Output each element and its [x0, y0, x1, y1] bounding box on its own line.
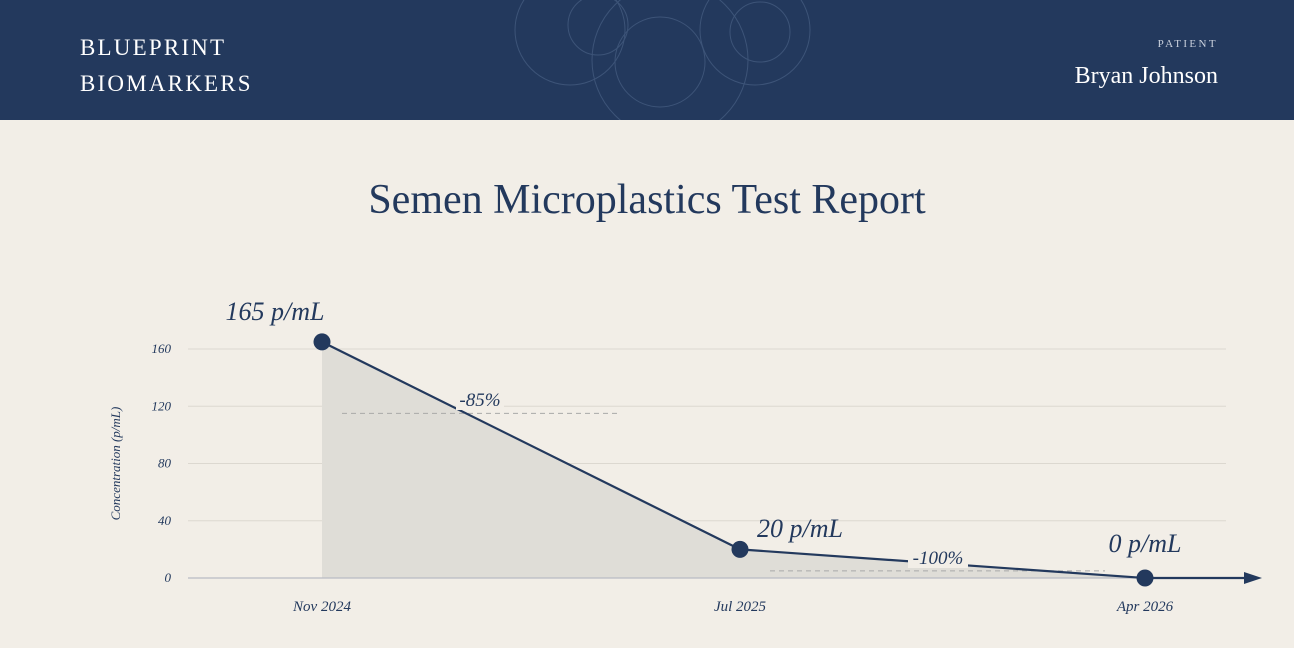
brand-line2: BIOMARKERS — [80, 71, 253, 96]
y-tick-label: 40 — [158, 513, 172, 528]
y-tick-label: 160 — [152, 341, 172, 356]
trend-arrow-head — [1244, 572, 1262, 584]
brand-line1: BLUEPRINT — [80, 35, 227, 60]
data-point — [313, 333, 331, 351]
change-label-bg — [908, 548, 968, 568]
y-tick-label: 0 — [165, 570, 172, 585]
area-fill — [322, 341, 1145, 578]
x-tick-label: Jul 2025 — [714, 599, 767, 615]
data-label: 0 p/mL — [1109, 529, 1182, 558]
x-tick-label: Nov 2024 — [292, 599, 351, 615]
y-tick-label: 120 — [152, 398, 172, 413]
header: BLUEPRINT BIOMARKERS PATIENT Bryan Johns… — [0, 0, 1294, 120]
brand-logo[interactable]: BLUEPRINT BIOMARKERS — [80, 30, 253, 102]
y-tick-label: 80 — [158, 456, 172, 471]
change-label: -85% — [459, 390, 500, 411]
change-label: -100% — [913, 548, 964, 569]
change-label-bg — [456, 390, 504, 410]
y-axis-title: Concentration (p/mL) — [108, 407, 123, 521]
data-point — [1136, 569, 1154, 587]
page-title: Semen Microplastics Test Report — [368, 177, 926, 223]
patient-label: PATIENT — [1157, 38, 1218, 50]
data-label: 165 p/mL — [226, 297, 325, 326]
header-circles-decoration — [514, 0, 811, 120]
x-tick-label: Apr 2026 — [1116, 599, 1174, 615]
data-point — [731, 540, 749, 558]
patient-name: Bryan Johnson — [1074, 63, 1218, 89]
data-label: 20 p/mL — [757, 514, 843, 543]
